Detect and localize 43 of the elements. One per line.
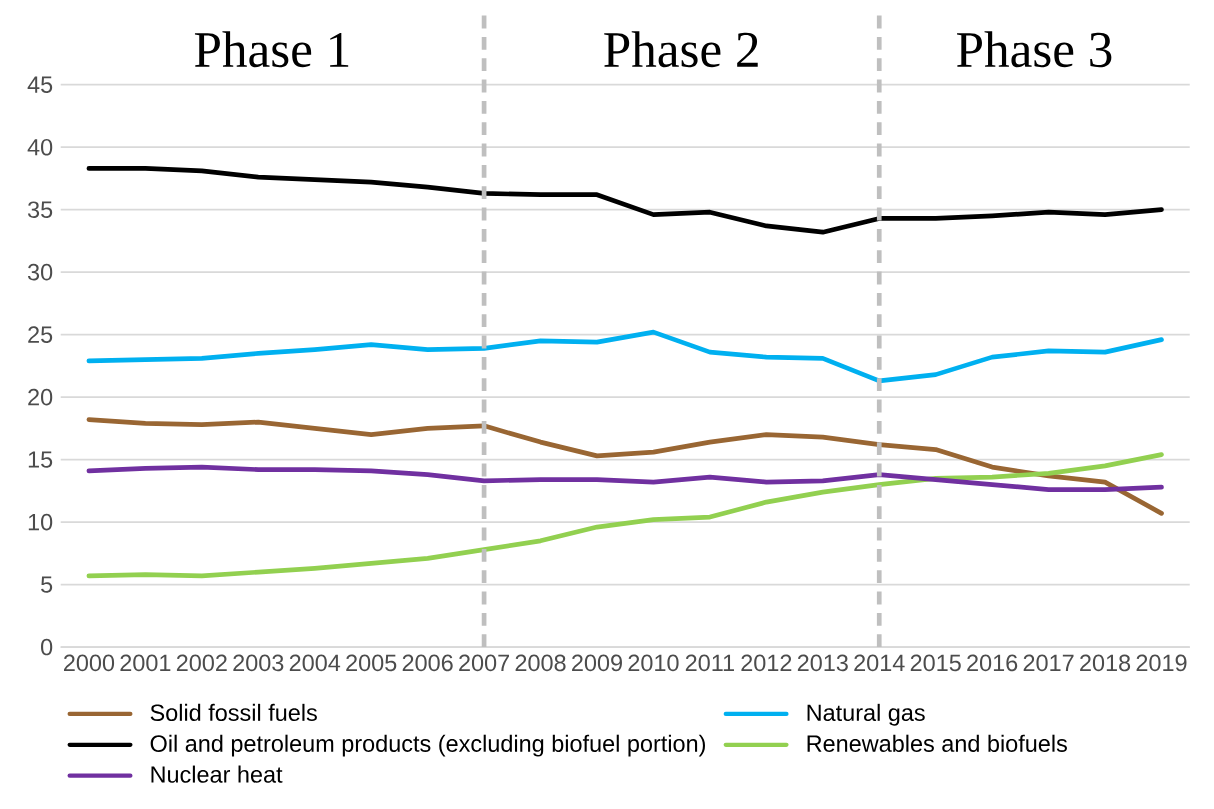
x-tick-label: 2013 — [797, 654, 848, 672]
annotation: Phase 1 — [194, 31, 349, 68]
x-tick-label: 2011 — [685, 654, 734, 672]
y-tick-label: 35 — [27, 201, 53, 218]
line-series — [86, 417, 1164, 516]
x-tick-label: 2001 — [120, 654, 171, 672]
x-tick-label: 2005 — [346, 654, 397, 672]
x-tick-label: 2007 — [459, 654, 510, 672]
x-tick-label: 2015 — [910, 654, 961, 672]
x-tick-label: 2008 — [515, 654, 566, 672]
line-series — [86, 166, 1164, 235]
x-tick-label: 2019 — [1136, 654, 1187, 672]
x-tick-label: 2009 — [572, 654, 622, 672]
y-tick-label: 5 — [41, 576, 53, 593]
legend-label: Solid fossil fuels — [150, 703, 317, 721]
annotation: Phase 2 — [604, 31, 758, 68]
x-tick-label: 2006 — [402, 654, 453, 672]
line-series — [86, 464, 1164, 492]
legend-label: Renewables and biofuels — [807, 734, 1067, 752]
x-tick-label: 2003 — [233, 654, 284, 672]
x-tick-label: 2016 — [967, 654, 1018, 672]
legend-label: Nuclear heat — [151, 765, 283, 783]
y-tick-label: 25 — [28, 326, 53, 343]
annotation: Phase 3 — [957, 31, 1112, 68]
x-tick-label: 2012 — [741, 654, 792, 672]
x-tick-label: 2000 — [64, 654, 115, 672]
x-tick-label: 2004 — [289, 654, 341, 672]
x-tick-label: 2018 — [1080, 654, 1131, 672]
y-tick-label: 40 — [27, 138, 53, 156]
y-tick-label: 15 — [28, 451, 53, 468]
y-tick-label: 10 — [28, 513, 53, 531]
line-series — [86, 329, 1164, 384]
x-tick-label: 2014 — [854, 654, 905, 672]
line-series — [86, 452, 1164, 579]
x-tick-label: 2017 — [1023, 654, 1074, 672]
legend-label: Natural gas — [807, 703, 925, 726]
y-tick-label: 0 — [41, 638, 53, 656]
y-tick-label: 20 — [28, 388, 53, 406]
x-tick-label: 2002 — [176, 654, 227, 672]
legend-label: Oil and petroleum products (excluding biofuel portion) — [150, 734, 705, 757]
y-tick-label: 45 — [27, 76, 53, 93]
x-tick-label: 2010 — [628, 654, 679, 672]
y-tick-label: 30 — [27, 263, 53, 281]
